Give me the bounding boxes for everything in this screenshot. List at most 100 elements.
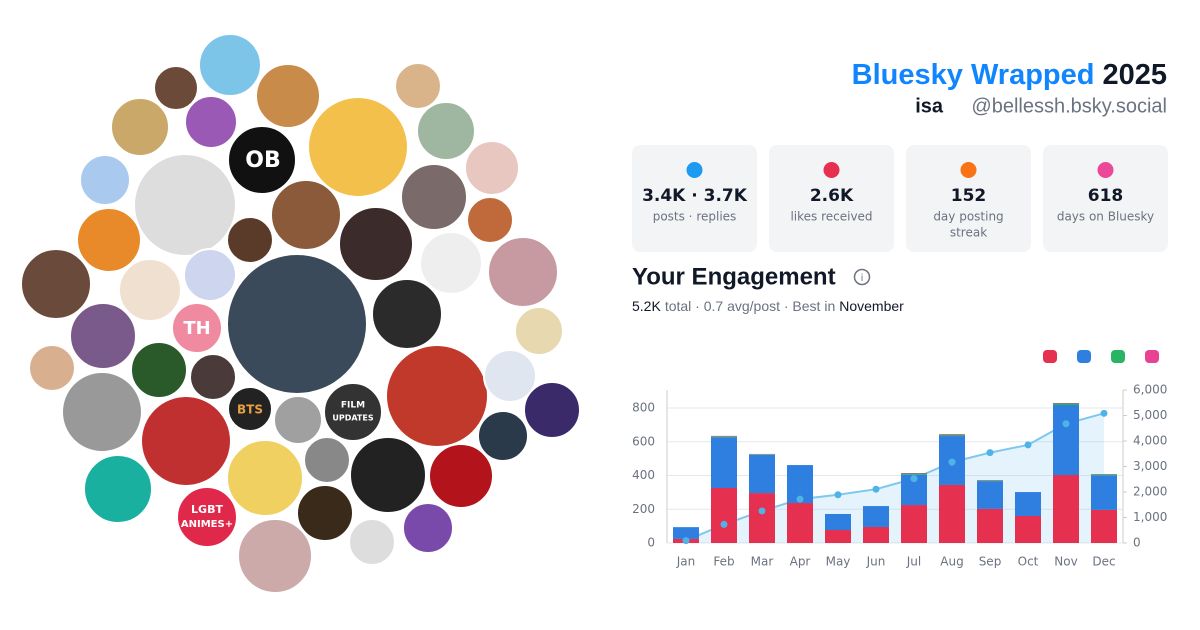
- avatar: [28, 344, 76, 392]
- legend-icon[interactable]: [1077, 350, 1091, 363]
- summary-best: November: [839, 298, 904, 314]
- x-tick-label: Sep: [979, 555, 1002, 569]
- line-point: [1100, 409, 1108, 417]
- line-point: [910, 475, 918, 483]
- y2-tick-label: 0: [1133, 536, 1141, 550]
- avatar: [307, 96, 409, 198]
- bar-segment: [1091, 509, 1117, 543]
- avatar: [428, 443, 494, 509]
- x-tick-label: Jan: [676, 555, 696, 569]
- line-point: [682, 537, 690, 545]
- x-tick-label: Feb: [713, 555, 734, 569]
- avatar-label: ANIMES+: [181, 519, 233, 530]
- avatar: [338, 206, 414, 282]
- stat-icon: [823, 162, 840, 178]
- bar-segment: [711, 488, 737, 543]
- line-point: [986, 449, 994, 457]
- avatar: [110, 97, 170, 157]
- line-point: [720, 520, 728, 528]
- x-tick-label: Apr: [790, 555, 811, 569]
- avatar-label: TH: [183, 318, 210, 339]
- avatar: [400, 163, 468, 231]
- bar-segment: [787, 503, 813, 543]
- y2-tick-label: 2,000: [1133, 485, 1167, 499]
- avatar: [466, 196, 514, 244]
- legend-icon[interactable]: [1145, 350, 1159, 363]
- avatar-label: OB: [245, 148, 280, 173]
- bar-segment: [863, 506, 889, 527]
- x-tick-label: Jun: [866, 555, 886, 569]
- y2-tick-label: 6,000: [1133, 383, 1167, 397]
- stat-value: 2.6K: [810, 186, 854, 206]
- stat-label: streak: [950, 226, 987, 240]
- stat-label: day posting: [933, 210, 1003, 224]
- y2-tick-label: 1,000: [1133, 510, 1167, 524]
- summary: 5.2K total · 0.7 avg/post · Best in Novemb…: [632, 298, 904, 314]
- summary-middle: total · 0.7 avg/post · Best in: [665, 298, 835, 314]
- legend-icon[interactable]: [1043, 350, 1057, 363]
- y-tick-label: 0: [647, 536, 655, 550]
- avatar: [464, 140, 520, 196]
- bar-segment: [901, 472, 927, 474]
- line-point: [1024, 441, 1032, 449]
- bar-segment: [977, 481, 1003, 509]
- avatar: [227, 386, 273, 432]
- bar-segment: [749, 454, 775, 494]
- avatar: [133, 153, 237, 257]
- bar-segment: [711, 436, 737, 438]
- avatar: [226, 439, 304, 517]
- bar-segment: [673, 527, 699, 539]
- bar-segment: [825, 513, 851, 531]
- bar-segment: [1015, 516, 1041, 543]
- avatar-label: BTS: [237, 403, 263, 417]
- avatar: [419, 231, 483, 295]
- user-handle: @bellessh.bsky.social: [971, 95, 1167, 117]
- x-tick-label: Aug: [940, 555, 963, 569]
- avatar: [323, 382, 383, 442]
- bar-segment: [1091, 474, 1117, 476]
- stat-label: days on Bluesky: [1057, 210, 1154, 224]
- avatar: [171, 302, 223, 354]
- avatar-label: LGBT: [191, 503, 223, 516]
- avatar: [394, 62, 442, 110]
- bar-segment: [863, 526, 889, 543]
- info-glyph: i: [861, 273, 864, 284]
- y-tick-label: 600: [632, 434, 655, 448]
- avatar: [371, 278, 443, 350]
- bar-segment: [749, 454, 775, 455]
- avatar: [270, 179, 342, 251]
- avatar: [237, 518, 313, 594]
- y-tick-label: 800: [632, 401, 655, 415]
- bar-segment: [939, 434, 965, 435]
- bar-segment: [749, 493, 775, 543]
- line-point: [758, 507, 766, 515]
- stat-value: 152: [951, 186, 987, 206]
- x-tick-label: Dec: [1092, 555, 1115, 569]
- stat-value: 618: [1088, 186, 1124, 206]
- stat-icon: [1097, 162, 1114, 178]
- avatar: [198, 33, 262, 97]
- avatar: [118, 258, 182, 322]
- stat-label: likes received: [790, 210, 872, 224]
- line-point: [796, 495, 804, 503]
- stat-card: [632, 145, 757, 252]
- avatar: [443, 293, 499, 349]
- avatar: [226, 216, 274, 264]
- bar-segment: [977, 480, 1003, 482]
- avatar: [487, 236, 559, 308]
- info-icon[interactable]: [853, 268, 871, 286]
- avatar: [349, 436, 427, 514]
- avatar: [20, 248, 92, 320]
- chart: 0 200 400 600 800 0 1,000 2,000 3,000 4,000 5,000 6…: [632, 350, 1167, 569]
- avatar: [184, 95, 238, 149]
- line-area: [686, 413, 1104, 543]
- avatar: [130, 341, 188, 399]
- x-tick-label: Oct: [1018, 555, 1039, 569]
- legend-icon[interactable]: [1111, 350, 1125, 363]
- bar-segment: [901, 473, 927, 475]
- line-point: [1062, 420, 1070, 428]
- avatar: [153, 65, 199, 111]
- bar-segment: [1053, 405, 1079, 476]
- avatar: [273, 395, 323, 445]
